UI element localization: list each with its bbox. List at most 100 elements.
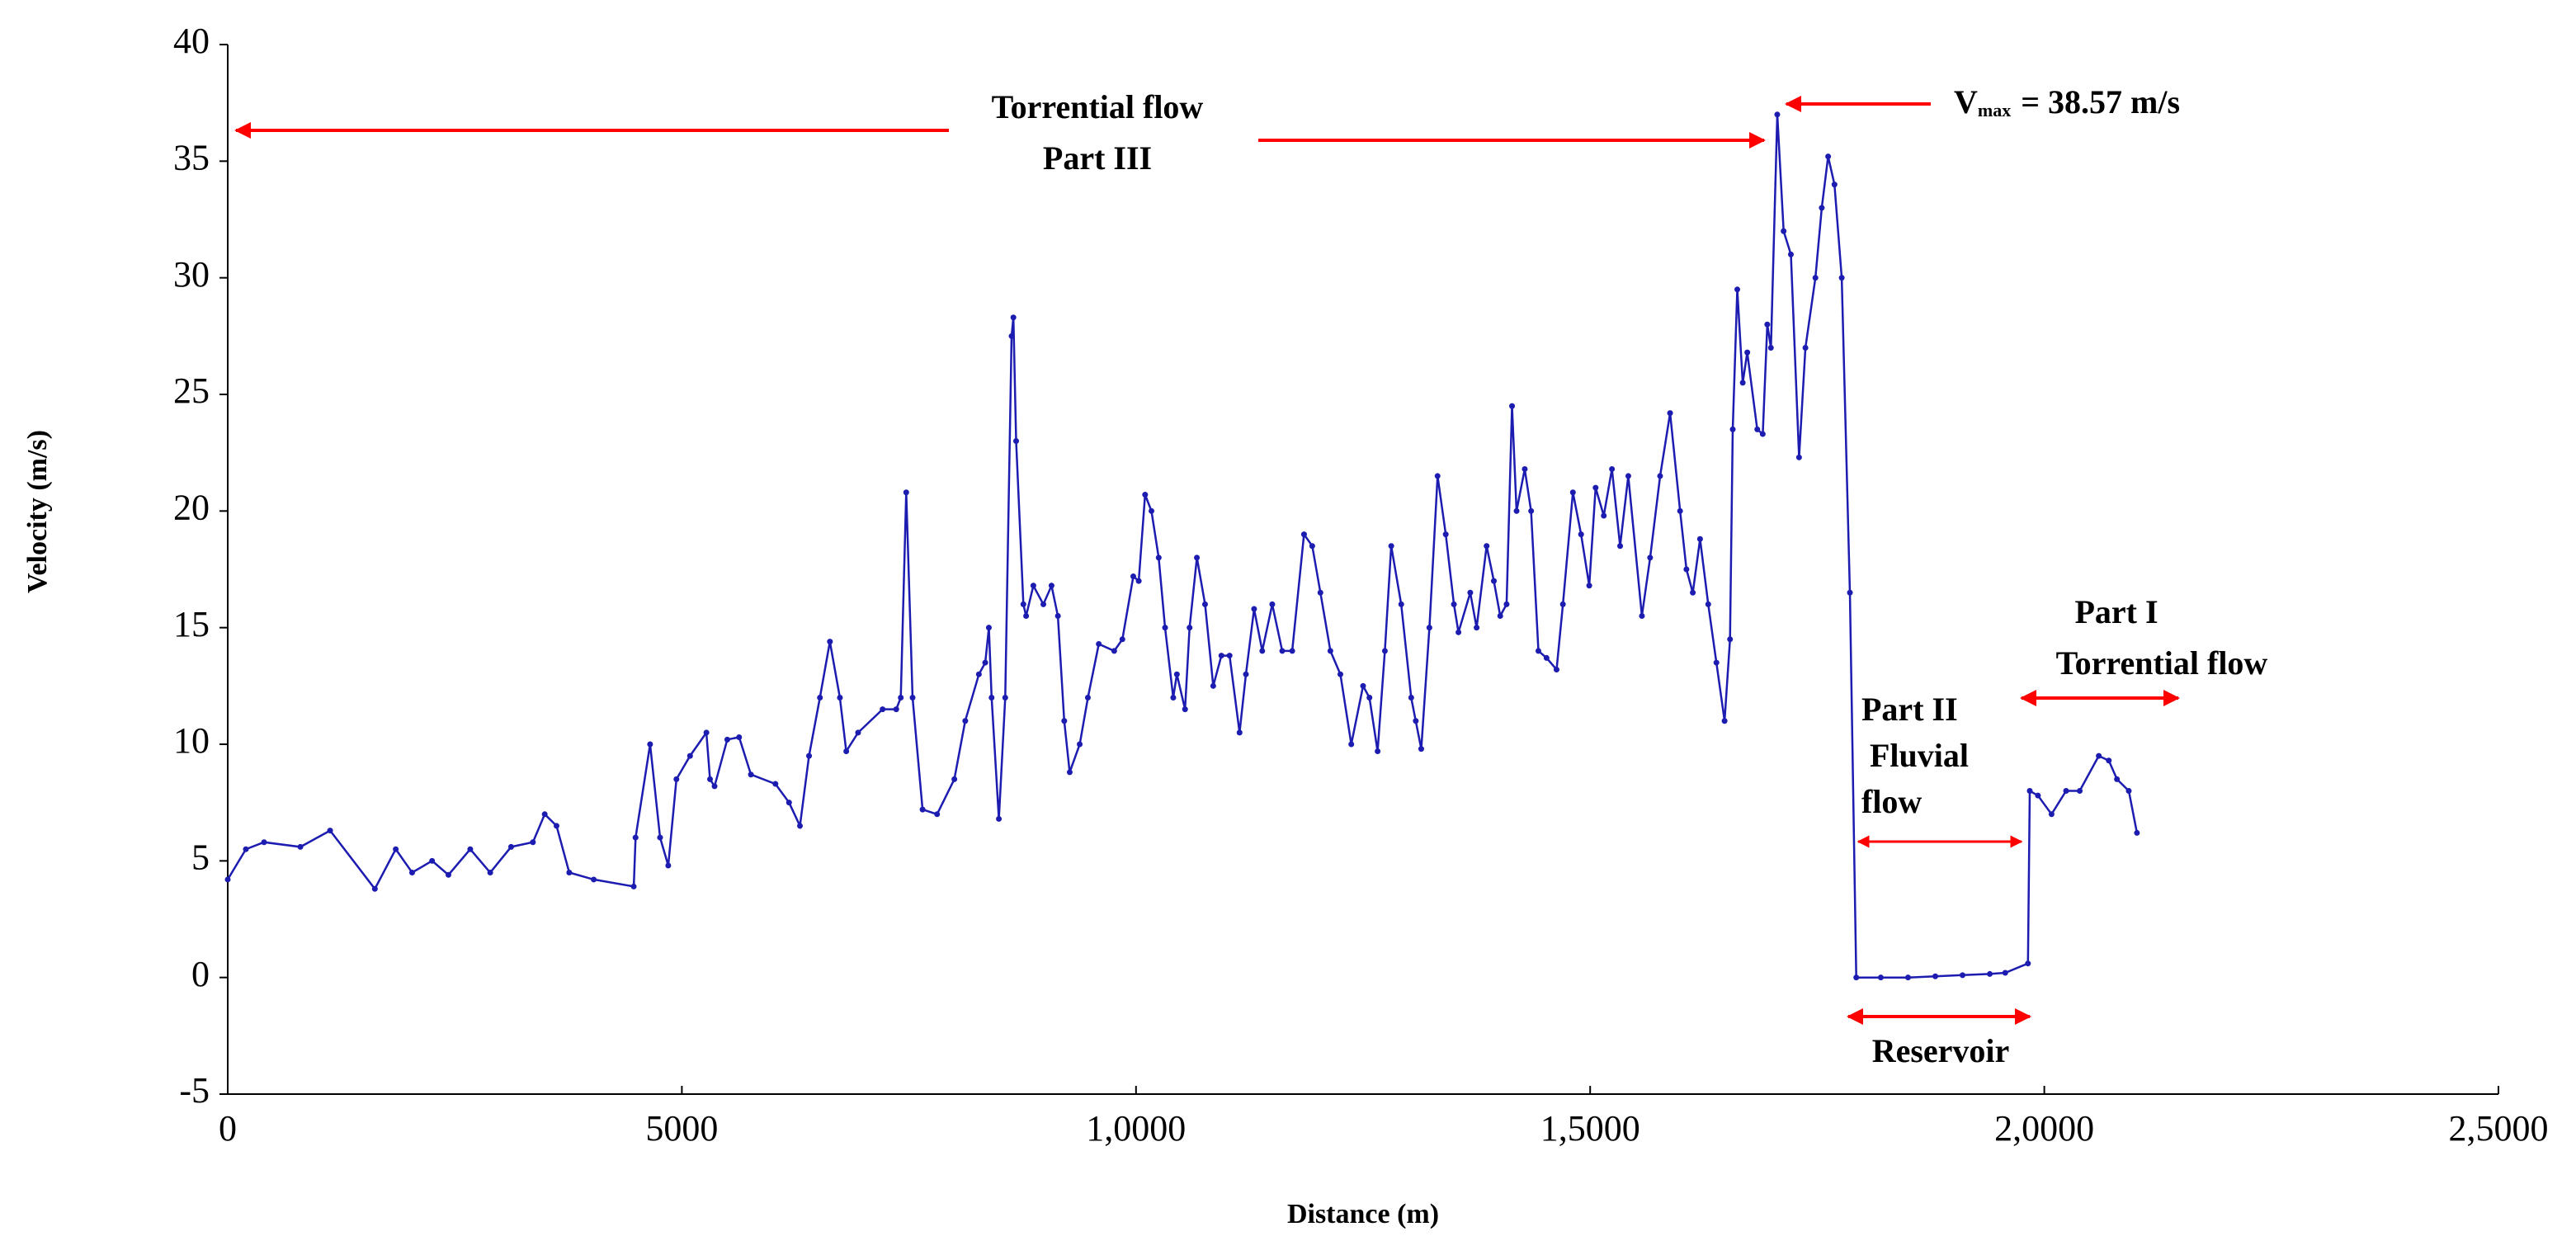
y-tick-label: -5 <box>179 1070 210 1111</box>
data-point <box>1243 671 1249 677</box>
data-point <box>297 843 304 850</box>
data-point <box>707 776 714 782</box>
data-point <box>1825 153 1832 160</box>
data-point <box>1040 601 1047 607</box>
data-point <box>1289 648 1295 654</box>
data-point <box>1218 653 1224 659</box>
data-point <box>224 876 231 883</box>
data-point <box>1201 601 1208 607</box>
data-point <box>1061 718 1068 724</box>
data-point <box>541 811 548 818</box>
data-point <box>855 729 861 736</box>
data-point <box>507 843 514 850</box>
data-point <box>408 869 415 875</box>
data-point <box>445 871 451 878</box>
data-point <box>1149 507 1155 514</box>
data-point <box>686 753 693 759</box>
data-point <box>1162 625 1168 631</box>
data-point <box>837 694 843 701</box>
data-point <box>772 781 779 787</box>
data-point <box>1388 543 1394 550</box>
data-point <box>1484 543 1490 550</box>
annotation: Part II <box>1861 691 1958 728</box>
data-point <box>817 694 823 701</box>
data-point <box>975 671 982 677</box>
data-point <box>934 811 941 818</box>
data-point <box>1030 583 1036 589</box>
y-tick-label: 15 <box>173 604 210 644</box>
data-point <box>1759 431 1766 437</box>
data-point <box>2125 788 2132 795</box>
data-point <box>1812 275 1819 281</box>
data-point <box>1764 321 1771 328</box>
x-tick-label: 2,0000 <box>1994 1108 2094 1149</box>
data-point <box>1522 465 1528 472</box>
data-point <box>1601 512 1607 519</box>
data-point <box>1569 489 1576 496</box>
data-point <box>1877 974 1884 981</box>
data-point <box>797 823 804 829</box>
x-axis-title: Distance (m) <box>1287 1199 1439 1229</box>
data-point <box>1398 601 1404 607</box>
data-point <box>1513 507 1520 514</box>
data-point <box>1847 589 1853 596</box>
data-point <box>1721 718 1728 724</box>
data-point <box>1413 718 1419 724</box>
data-point <box>1767 344 1774 351</box>
data-point <box>1987 970 1993 977</box>
data-point <box>724 736 730 743</box>
y-tick-label: 40 <box>173 21 210 61</box>
data-point <box>553 823 559 829</box>
data-point <box>843 748 850 754</box>
data-point <box>1729 426 1736 432</box>
y-axis-title: Velocity (m/s) <box>22 430 53 593</box>
data-point <box>647 741 653 748</box>
data-line <box>226 114 2139 979</box>
data-point <box>1932 973 1939 979</box>
data-point <box>1960 972 1966 979</box>
data-point <box>1375 748 1381 754</box>
data-point <box>2026 788 2033 795</box>
data-point <box>1904 974 1911 981</box>
annotation: Reservoir <box>1872 1032 2010 1069</box>
data-point <box>988 694 995 701</box>
data-point <box>1617 543 1624 550</box>
data-point <box>1705 601 1711 607</box>
data-point <box>736 734 743 741</box>
data-point <box>261 839 267 846</box>
data-point <box>1023 613 1030 620</box>
data-point <box>1418 746 1424 753</box>
data-point <box>1002 694 1008 701</box>
data-point <box>1647 554 1654 561</box>
data-point <box>2114 776 2121 782</box>
data-point <box>1135 578 1142 584</box>
y-tick-label: 25 <box>173 370 210 411</box>
data-point <box>1173 671 1180 677</box>
data-point <box>1048 583 1054 589</box>
data-point <box>1683 566 1690 573</box>
annotation-rest: = 38.57 m/s <box>2021 83 2180 120</box>
data-point <box>2096 753 2102 759</box>
data-point <box>1639 613 1645 620</box>
data-point <box>1317 589 1323 596</box>
data-point <box>327 828 333 834</box>
data-point <box>1853 974 1860 981</box>
data-point <box>2063 788 2069 795</box>
data-point <box>630 883 637 889</box>
x-tick-label: 5000 <box>645 1108 718 1149</box>
data-point <box>1020 601 1026 607</box>
data-point <box>429 857 436 864</box>
x-tick-label: 1,0000 <box>1086 1108 1186 1149</box>
data-point <box>1187 625 1193 631</box>
data-point <box>1739 380 1746 386</box>
data-point <box>1259 648 1266 654</box>
data-point <box>1734 286 1741 293</box>
data-point <box>1451 601 1457 607</box>
y-tick-label: 10 <box>173 720 210 761</box>
annotation: Part III <box>1043 139 1152 177</box>
data-point <box>1066 769 1073 776</box>
data-point <box>1787 251 1794 257</box>
data-point <box>566 869 573 875</box>
data-point <box>1360 682 1366 689</box>
data-point <box>1170 694 1177 701</box>
